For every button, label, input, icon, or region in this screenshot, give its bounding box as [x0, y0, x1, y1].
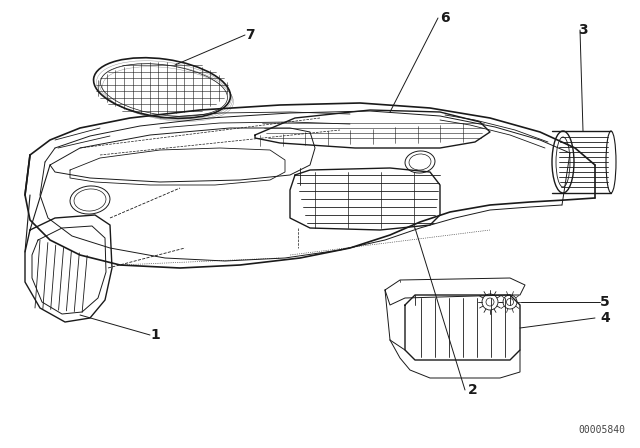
Text: 7: 7: [245, 28, 255, 42]
Text: 5: 5: [600, 295, 610, 309]
Text: 3: 3: [578, 23, 588, 37]
Text: 6: 6: [440, 11, 450, 25]
Text: 2: 2: [468, 383, 477, 397]
Text: 1: 1: [150, 328, 160, 342]
Text: 00005840: 00005840: [578, 425, 625, 435]
Text: 4: 4: [600, 311, 610, 325]
